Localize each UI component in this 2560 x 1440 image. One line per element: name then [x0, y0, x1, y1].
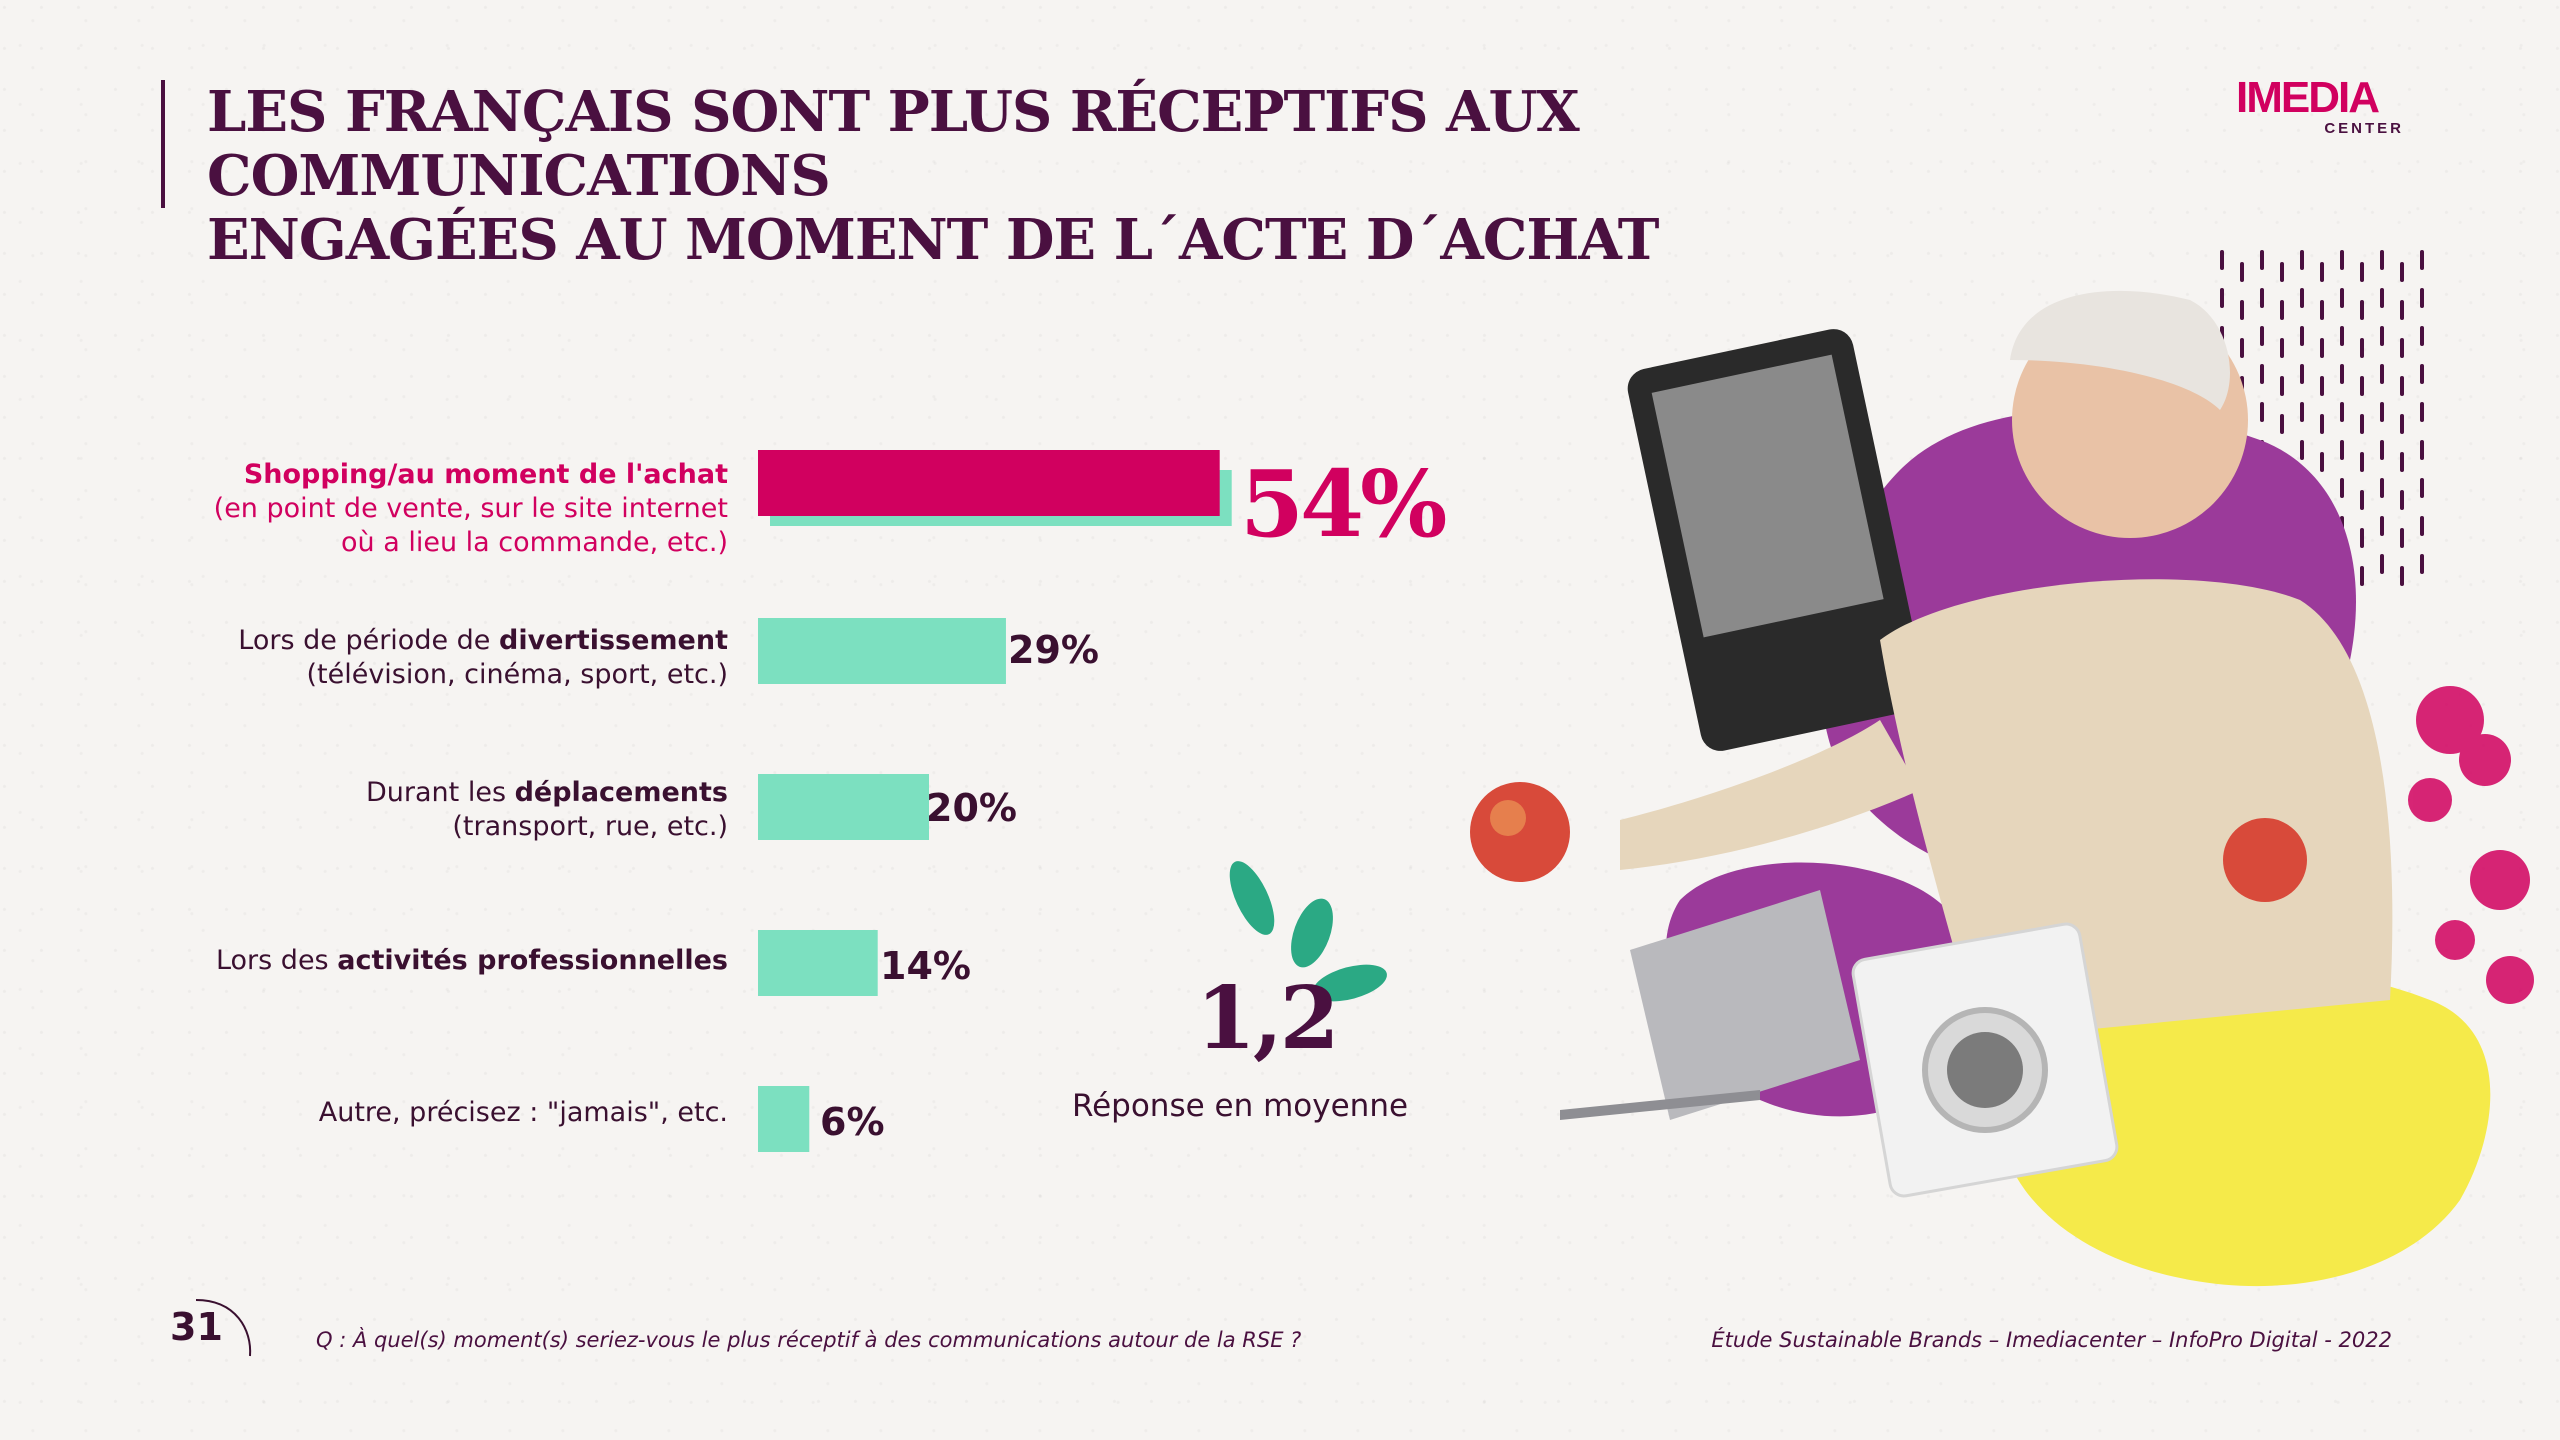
bar-2 [758, 774, 929, 840]
category-label-3-bold: activités professionnelles [337, 945, 728, 976]
leaf-3 [1313, 964, 1387, 1002]
category-label-1-pre: Lors de période de [238, 625, 499, 656]
value-label-4: 6% [820, 1100, 885, 1144]
logo-sub-text: CENTER [2324, 120, 2404, 137]
bar-3 [758, 930, 878, 996]
leaf-2 [1291, 898, 1333, 968]
bar-1 [758, 618, 1006, 684]
average-label: Réponse en moyenne [1071, 1088, 1409, 1124]
category-label-0-sub1: (en point de vente, sur le site internet [213, 493, 728, 524]
category-label-1-bold: divertissement [499, 625, 728, 656]
category-label-2: Durant les déplacements (transport, rue,… [160, 776, 728, 844]
category-label-1: Lors de période de divertissement (télév… [160, 624, 728, 692]
title-line-1: LES FRANÇAIS SONT PLUS RÉCEPTIFS AUX COM… [207, 79, 1580, 209]
page-number: 31 [170, 1305, 223, 1349]
category-label-0-bold: Shopping/au moment de l'achat [243, 459, 728, 490]
logo-main-text: IMEDIA [2236, 73, 2380, 122]
bar-4 [758, 1086, 810, 1152]
category-label-4: Autre, précisez : "jamais", etc. [160, 1096, 728, 1130]
source-citation: Étude Sustainable Brands – Imediacenter … [1711, 1328, 2392, 1352]
leaf-1 [1229, 861, 1275, 935]
value-label-2: 20% [926, 786, 1017, 830]
apple-left [1470, 782, 1570, 882]
value-label-0: 54% [1240, 450, 1447, 558]
flower-decoration [2408, 686, 2534, 1004]
category-label-3: Lors des activités professionnelles [160, 944, 728, 978]
washing-machine [1851, 922, 2119, 1198]
title-accent-bar [161, 80, 165, 208]
imedia-center-logo: IMEDIA CENTER [2236, 76, 2404, 140]
average-value: 1,2 [1196, 968, 1340, 1069]
bar-0 [758, 450, 1220, 516]
category-label-0-sub2: où a lieu la commande, etc.) [341, 527, 728, 558]
category-label-1-sub1: (télévision, cinéma, sport, etc.) [306, 659, 728, 690]
shop-screen-device [1627, 329, 1927, 751]
value-label-1: 29% [1008, 628, 1099, 672]
value-label-3: 14% [880, 944, 971, 988]
apple-right [2223, 818, 2307, 902]
title-line-2: ENGAGÉES AU MOMENT DE L´ACTE D´ACHAT [207, 207, 1659, 273]
category-label-0: Shopping/au moment de l'achat (en point … [160, 458, 728, 560]
category-label-3-pre: Lors des [215, 945, 338, 976]
yellow-blob [1999, 967, 2491, 1287]
category-label-2-sub1: (transport, rue, etc.) [452, 811, 728, 842]
laptop-device [1560, 890, 1860, 1120]
survey-question: Q : À quel(s) moment(s) seriez-vous le p… [316, 1328, 1302, 1352]
page-title: LES FRANÇAIS SONT PLUS RÉCEPTIFS AUX COM… [207, 80, 2107, 272]
woman-figure [1620, 290, 2393, 1040]
category-label-2-pre: Durant les [366, 777, 515, 808]
category-label-4-pre: Autre, précisez : "jamais", etc. [318, 1097, 728, 1128]
category-label-2-bold: déplacements [514, 777, 728, 808]
